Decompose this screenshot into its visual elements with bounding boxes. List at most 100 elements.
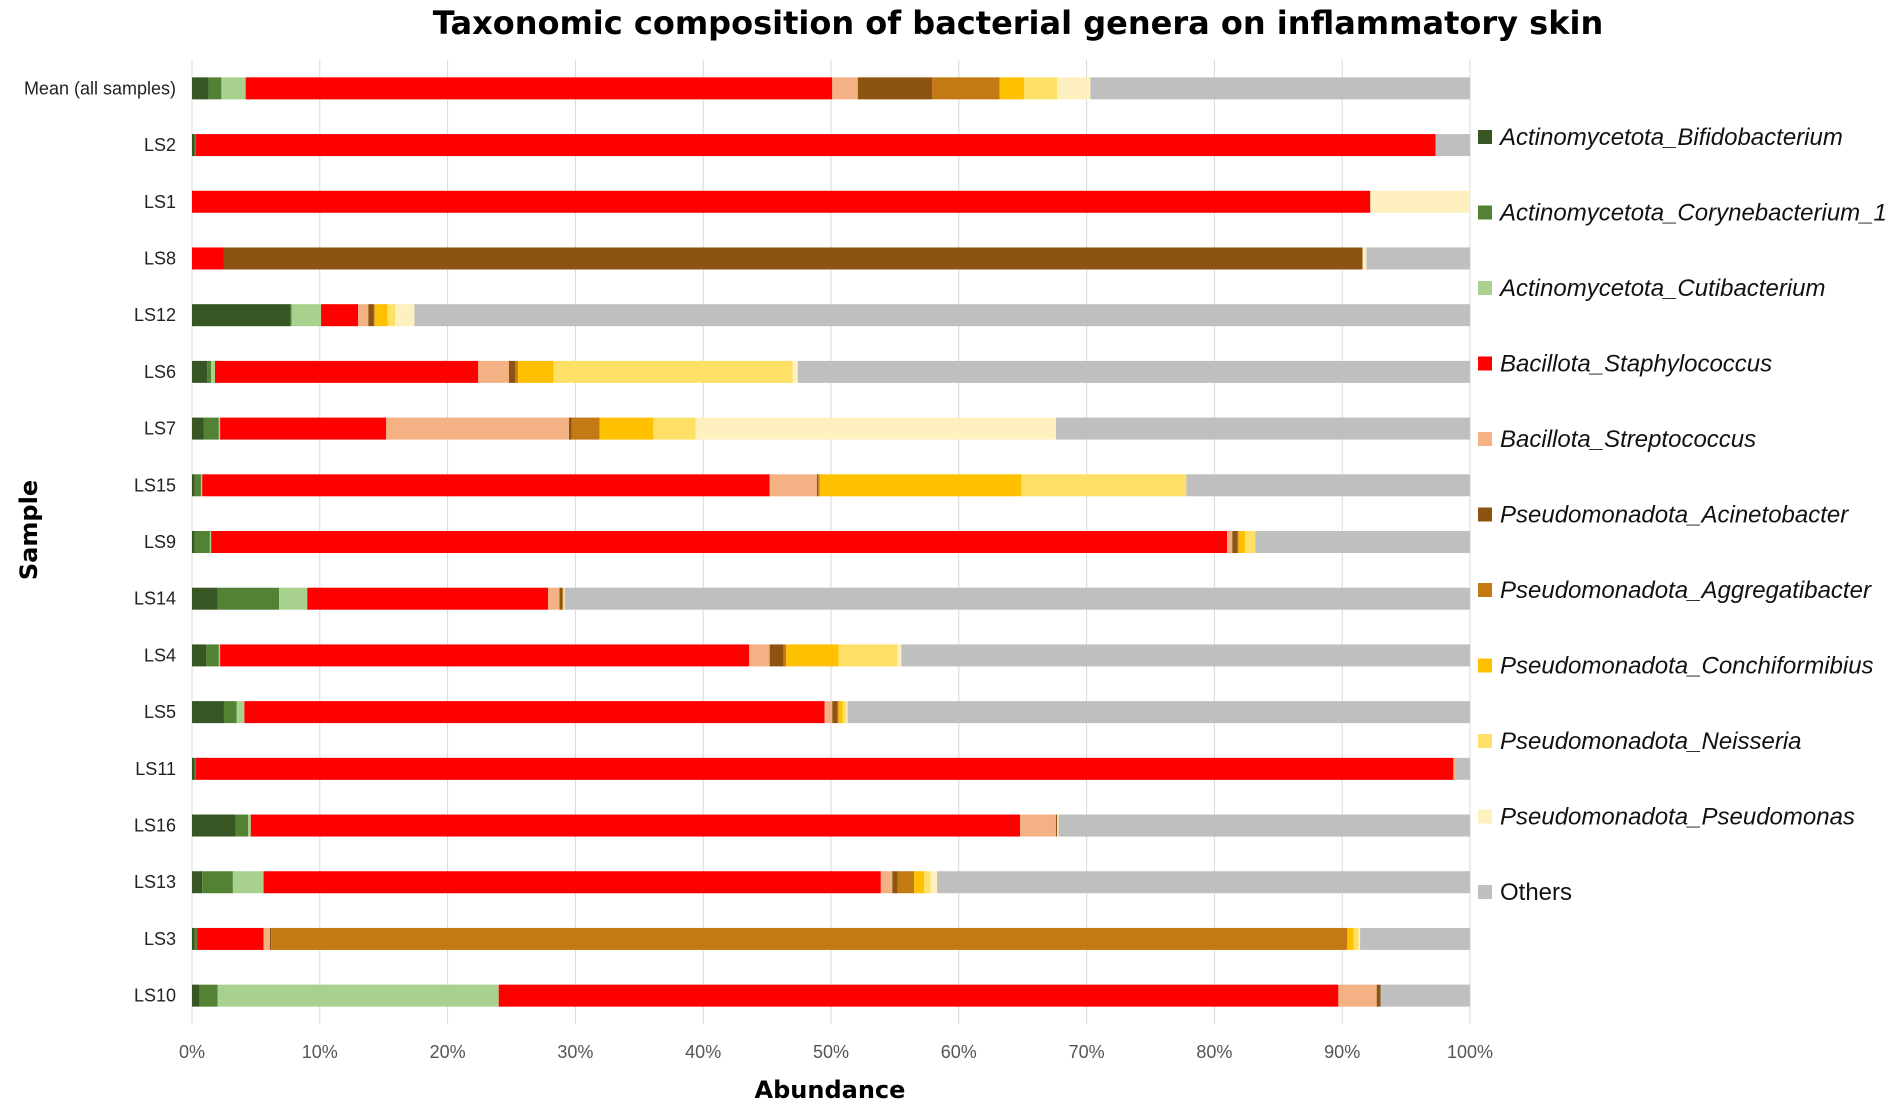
sample-label: LS15 [134, 475, 176, 495]
bar-segment [271, 927, 1348, 950]
bar-segment [192, 587, 218, 610]
bar-segment [930, 871, 938, 894]
sample-label: LS5 [144, 702, 176, 722]
sample-label: LS4 [144, 645, 176, 665]
bar-segment [819, 474, 1022, 497]
sample-label: LS14 [134, 589, 176, 609]
sample-label: LS11 [135, 759, 176, 779]
bar-segment [386, 417, 570, 440]
bar-segment [769, 474, 817, 497]
x-tick-label: 40% [685, 1042, 721, 1062]
bar-segment [206, 644, 219, 667]
bar-segment [508, 360, 516, 383]
bar-segment [562, 587, 564, 610]
bars [192, 77, 1470, 1007]
sample-label: LS16 [134, 816, 176, 836]
bar-segment [192, 190, 1371, 213]
x-tick-labels: 0% 10% 20% 30% 40% 50% 60% 70% 80% 90% 100% [179, 1042, 1493, 1062]
bar-segment [207, 360, 212, 383]
bar-segment [202, 871, 233, 894]
legend-label: Bacillota_Streptococcus [1500, 426, 1756, 453]
bar-segment [192, 701, 224, 724]
sample-label: LS7 [144, 419, 176, 439]
x-axis-title: Abundance [755, 1076, 906, 1104]
bar-segment [498, 984, 1339, 1007]
bar-segment [194, 531, 210, 553]
bar-segment [999, 77, 1024, 100]
bar-segment [192, 134, 195, 157]
bar-segment [192, 531, 195, 553]
bar-segment [818, 474, 820, 497]
bar-segment [1453, 757, 1456, 780]
bar-segment [195, 757, 1454, 780]
bar-segment [291, 304, 322, 327]
sample-label: Mean (all samples) [24, 78, 176, 98]
bar-segment [192, 304, 291, 327]
sample-label: LS13 [134, 872, 176, 892]
bar-segment [374, 304, 388, 327]
x-tick-label: 30% [557, 1042, 593, 1062]
sample-label: LS3 [144, 929, 176, 949]
bar-segment [478, 360, 509, 383]
bar-segment [192, 757, 195, 780]
bar-segment [223, 247, 1363, 270]
bar-segment [892, 871, 898, 894]
legend-label: Actinomycetota_Corynebacterium_1 [1498, 200, 1887, 227]
bar-segment [1057, 814, 1059, 837]
bar-segment [1238, 531, 1246, 553]
bar-segment [215, 360, 479, 383]
bar-segment [217, 587, 280, 610]
bar-segment [208, 77, 222, 100]
legend-label: Bacillota_Staphylococcus [1500, 351, 1772, 378]
bar-segment [783, 644, 787, 667]
bar-segment [564, 587, 1470, 610]
bar-segment [1380, 984, 1470, 1007]
bar-segment [414, 304, 1470, 327]
bar-segment [202, 474, 770, 497]
bar-segment [269, 927, 272, 950]
bar-segment [1186, 474, 1470, 497]
legend-swatch [1478, 281, 1492, 295]
bar-segment [263, 927, 270, 950]
bar-segment [924, 871, 931, 894]
bar-segment [192, 474, 195, 497]
bar-segment [307, 587, 548, 610]
sample-label: LS10 [134, 986, 176, 1006]
x-tick-label: 90% [1324, 1042, 1360, 1062]
bar-segment [218, 417, 221, 440]
bar-segment [220, 644, 750, 667]
bar-segment [203, 417, 219, 440]
bar-segment [563, 587, 565, 610]
bar-segment [395, 304, 415, 327]
bar-segment [1055, 814, 1058, 837]
bar-segment [223, 701, 237, 724]
bar-segment [387, 304, 396, 327]
bar-segment [569, 417, 572, 440]
bar-segment [368, 304, 374, 327]
bar-segment [194, 757, 196, 780]
bar-segment [1360, 927, 1470, 950]
bar-segment [235, 814, 249, 837]
bar-segment [194, 134, 196, 157]
bar-segment [263, 871, 881, 894]
bar-segment [218, 644, 221, 667]
bar-segment [211, 360, 216, 383]
legend-swatch [1478, 809, 1492, 824]
bar-segment [847, 701, 1470, 724]
bar-segment [653, 417, 696, 440]
bar-segment [290, 304, 292, 327]
chart-title: Taxonomic composition of bacterial gener… [433, 4, 1603, 42]
bar-segment [832, 77, 858, 100]
bar-segment [515, 360, 518, 383]
bar-segment [517, 360, 554, 383]
x-tick-label: 10% [302, 1042, 338, 1062]
legend-swatch [1478, 734, 1492, 748]
legend-label: Others [1500, 879, 1572, 906]
bar-segment [194, 474, 201, 497]
bar-segment [192, 927, 195, 950]
bar-segment [1435, 134, 1470, 157]
bar-segment [211, 531, 1228, 553]
bar-segment [553, 360, 793, 383]
bar-segment [358, 304, 369, 327]
